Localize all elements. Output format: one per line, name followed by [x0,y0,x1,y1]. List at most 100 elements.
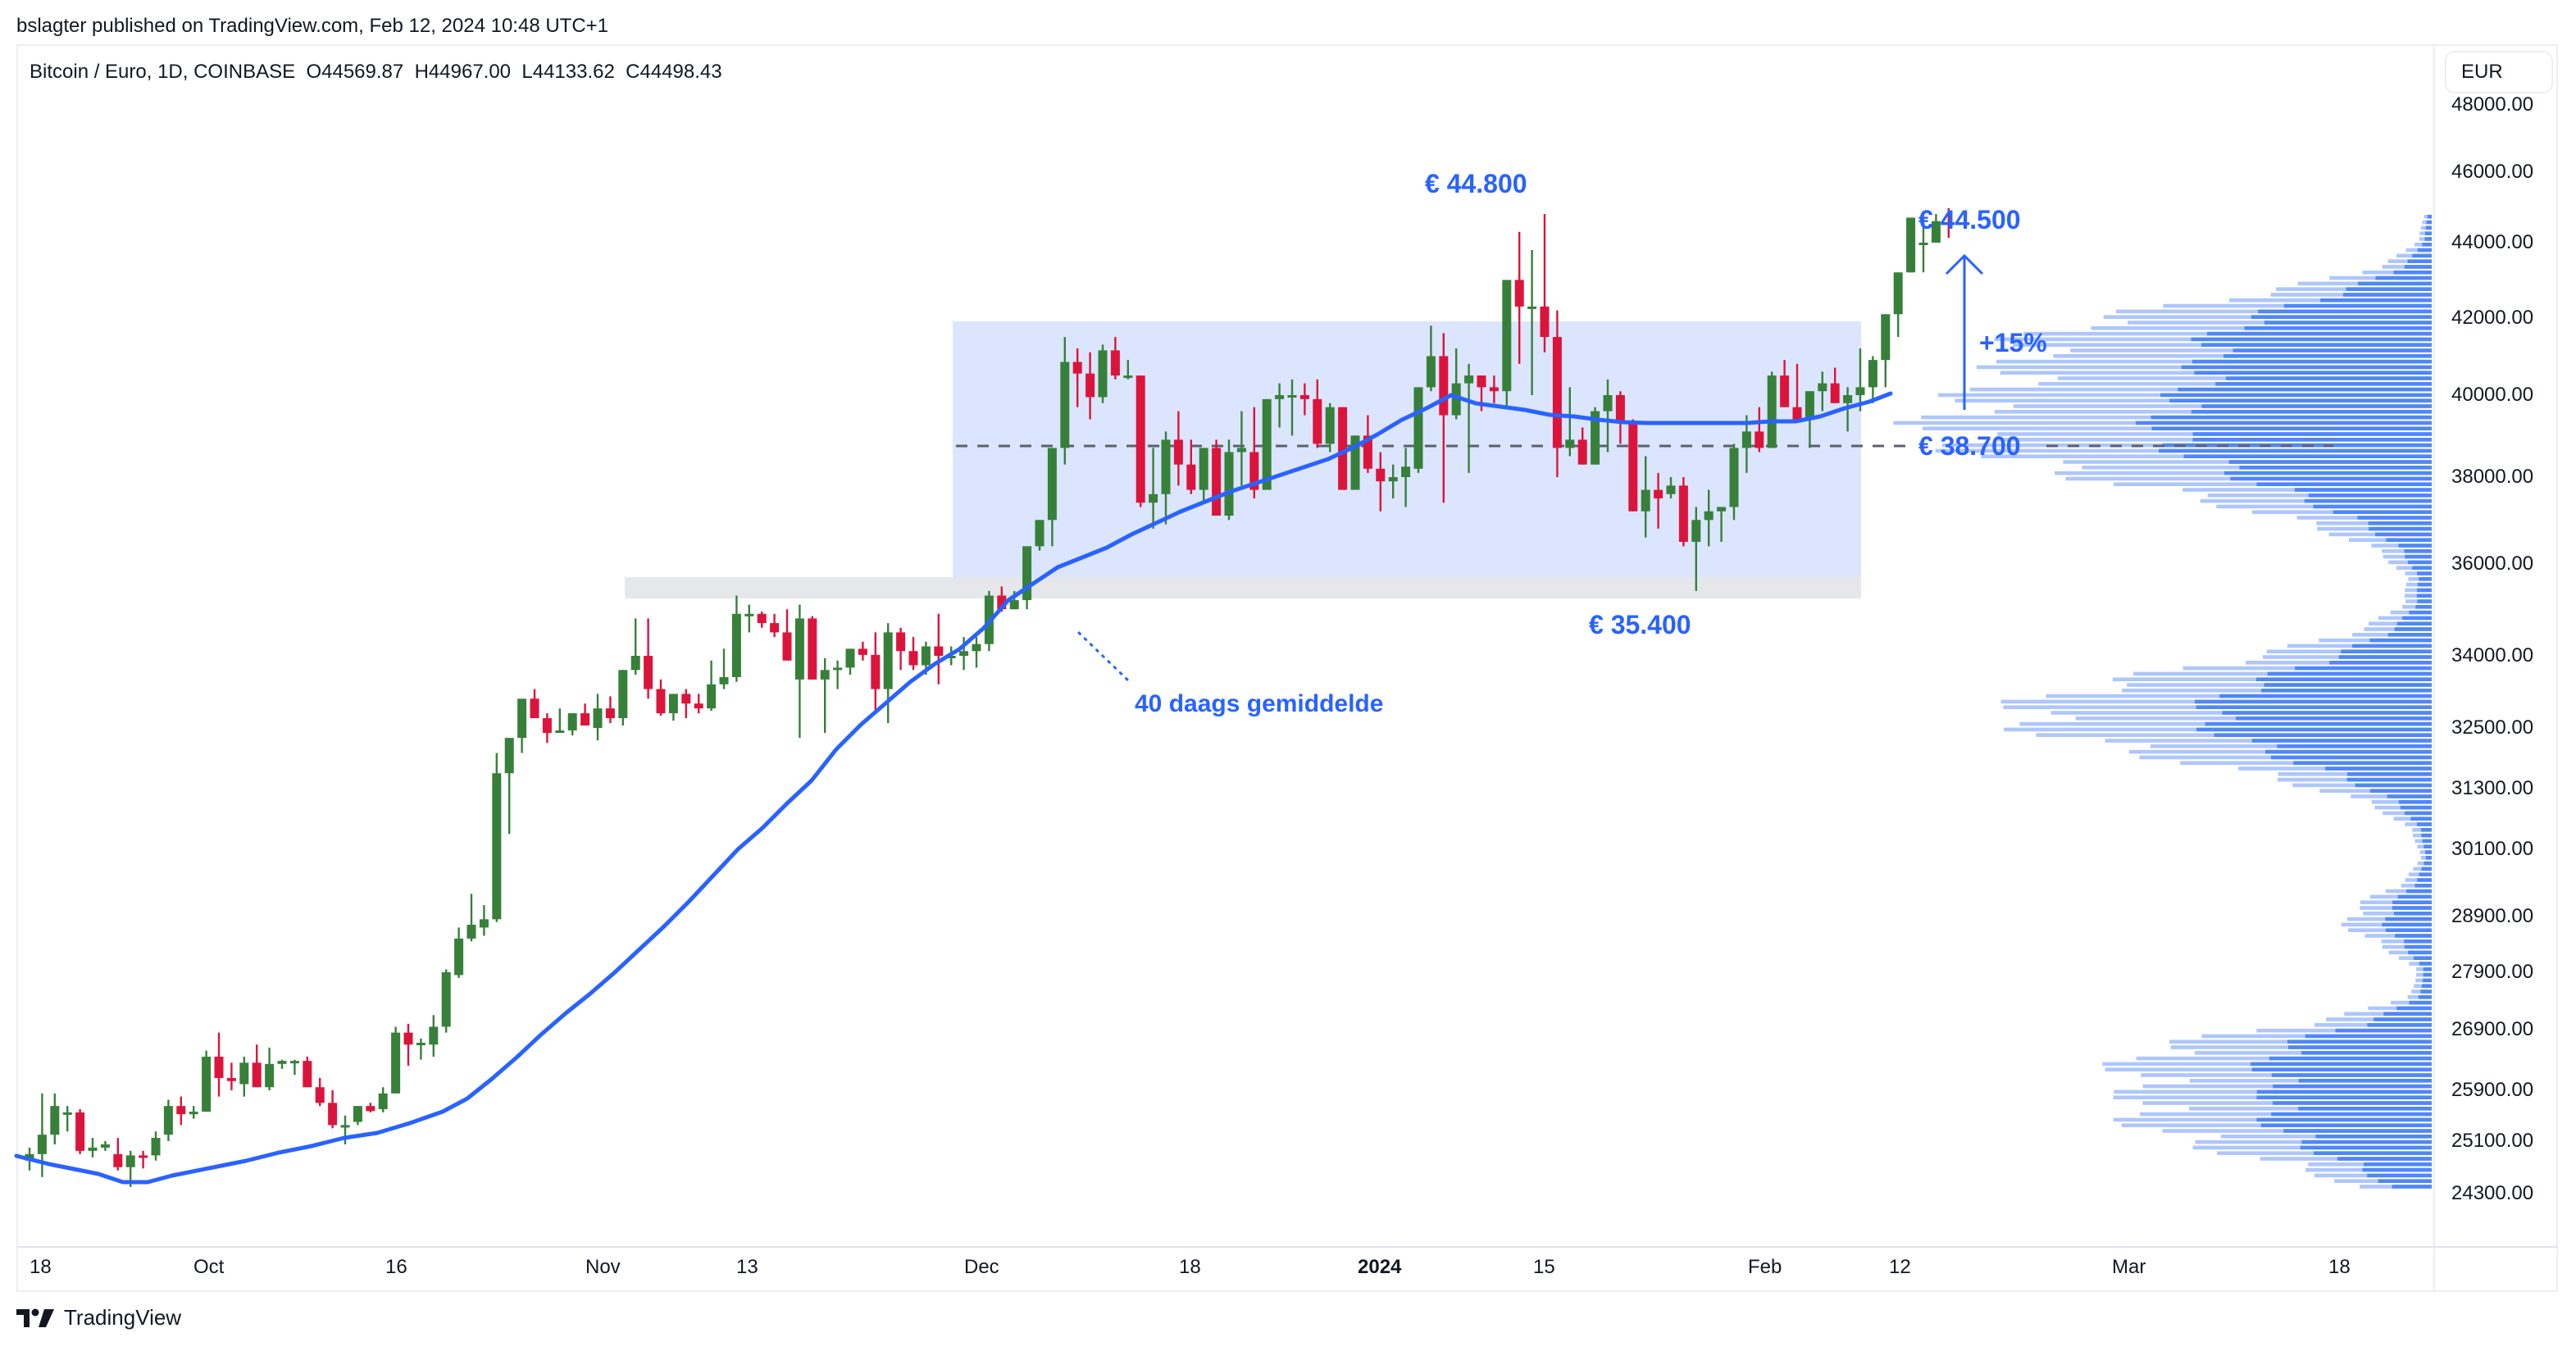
volume-bar-up [2378,1179,2432,1183]
candle-up [1893,272,1903,315]
candle-down [1363,435,1372,469]
candle-up [1426,356,1436,388]
price-tick: 32500.00 [2451,716,2534,739]
candle-down [1085,373,1095,398]
volume-bar-up [2295,666,2432,671]
volume-bar-up [2260,1123,2432,1127]
volume-bar-up [2419,962,2432,966]
candle-down [858,648,867,655]
candle-down [530,698,539,719]
volume-bar-up [2414,884,2432,888]
volume-bar-up [2293,761,2432,765]
volume-bar-up [2251,1067,2432,1071]
candle-up [946,656,956,658]
candle-down [1830,383,1840,403]
volume-bar-up [2338,655,2432,659]
volume-bar-up [2230,476,2432,481]
candle-up [833,667,843,671]
candle-up [1451,383,1461,416]
volume-bar-up [2294,488,2432,492]
candle-down [366,1106,375,1112]
candle-up [265,1063,275,1088]
volume-bar-up [2298,1107,2432,1111]
volume-bar-up [2407,560,2432,565]
candle-up [1741,431,1751,448]
volume-bar-up [2329,661,2432,665]
volume-bar-up [2159,448,2432,453]
candle-down [1792,407,1802,420]
ohlc-low: L44133.62 [521,61,615,83]
volume-bar-up [2385,917,2432,921]
volume-bar-up [2421,833,2432,838]
candle-up [1060,362,1070,448]
candle-down [871,654,881,689]
volume-bar-up [2301,1051,2432,1055]
volume-bar-up [2373,1017,2432,1021]
time-tick: 15 [1533,1256,1555,1278]
volume-bar-up [2412,566,2432,570]
price-tick: 24300.00 [2451,1182,2534,1204]
candle-up [1881,314,1891,361]
candle-up [189,1112,198,1115]
footer-brand[interactable]: TradingView [16,1305,181,1331]
volume-bar-up [2335,1028,2432,1033]
candle-up [883,632,893,689]
candle-up [1691,520,1701,542]
volume-bar-up [2313,1151,2432,1155]
candle-up [618,670,628,719]
candle-down [757,613,767,624]
volume-bar-up [2369,638,2432,643]
volume-bar-up [2423,972,2432,977]
candle-up [454,938,464,976]
annotation-mid-level: € 38.700 [1918,431,2021,461]
candle-down [580,713,590,726]
candle-down [1376,468,1386,482]
candle-down [1654,489,1663,498]
candle-up [567,713,577,731]
candle-up [239,1062,249,1085]
volume-bar-up [2273,1101,2432,1105]
candle-down [1186,464,1196,490]
volume-bar-up [2215,382,2432,386]
volume-bar-up [2325,766,2432,771]
ohlc-close: C44498.43 [626,61,722,83]
currency-button[interactable]: EUR [2445,51,2553,93]
volume-bar-up [2277,744,2432,748]
price-tick: 34000.00 [2451,644,2534,666]
volume-bar-up [2219,694,2432,698]
candle-up [1855,387,1865,395]
candle-up [1388,477,1398,482]
candle-up [1262,398,1272,490]
time-tick: Dec [964,1256,999,1278]
candle-up [630,656,640,671]
price-tick: 46000.00 [2451,161,2534,183]
candle-down [403,1032,413,1045]
volume-bar-up [2375,532,2432,537]
moving-average-line [14,391,1893,1185]
volume-bar-up [2396,1006,2432,1011]
candle-down [1552,337,1562,448]
candle-up [1565,439,1575,448]
volume-bar-up [2421,867,2432,871]
volume-bar-up [2201,404,2432,408]
candle-up [62,1112,72,1115]
volume-bar-up [2267,671,2432,676]
candle-down [1628,423,1638,512]
volume-bar-up [2409,610,2432,615]
volume-bar-up [2408,950,2432,955]
candle-up [378,1093,388,1110]
price-tick: 25900.00 [2451,1079,2534,1101]
candle-up [1199,448,1208,490]
volume-bar-up [2283,1129,2432,1133]
candle-down [75,1112,85,1151]
candle-down [226,1077,236,1081]
candle-up [845,648,855,668]
candle-up [504,738,514,774]
candle-down [1439,356,1449,416]
volume-bar-up [2383,1012,2432,1016]
volume-bar-up [2423,967,2432,971]
volume-bar-up [2426,220,2432,225]
candle-down [1249,452,1259,490]
ma-pointer-dotted [1077,631,1130,682]
